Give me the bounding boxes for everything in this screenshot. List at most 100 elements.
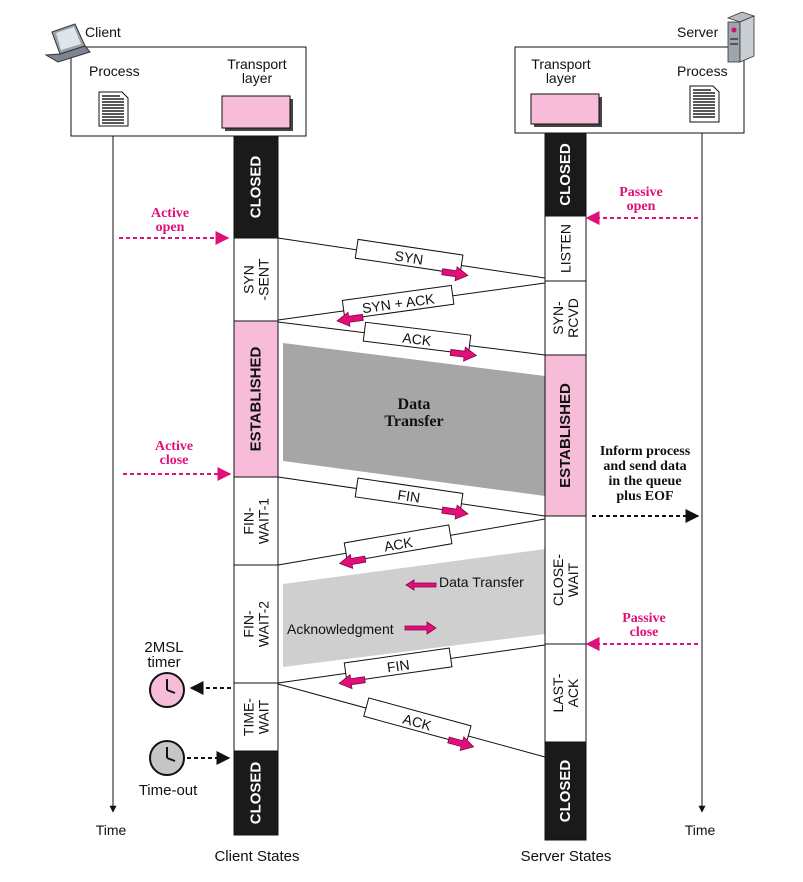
inform-line1: Inform process [600,444,691,459]
server-document-icon [689,85,720,123]
client-state-fin-wait-1: FIN- WAIT-1 [233,476,279,566]
half-data-transfer-label: Data Transfer [439,574,524,590]
server-state-last-ack-label: ACK [565,678,581,707]
segment-ack2: ACK [277,518,546,569]
segment-ack1-label: ACK [402,329,433,348]
segment-ack2-direction-icon [338,553,367,569]
client-state-syn-sent: SYN -SENT [233,237,279,322]
server-state-closed-top-label: CLOSED [557,143,574,206]
server-state-last-ack-label: LAST- [550,673,566,712]
server-tower-icon [726,11,756,63]
server-state-last-ack: LAST- ACK [544,643,587,743]
client-transport-box [221,95,291,129]
client-state-fin-wait-2-label: WAIT-2 [256,601,272,647]
server-state-syn-rcvd-label: RCVD [565,298,581,338]
server-state-syn-rcvd-label: SYN- [550,301,566,335]
server-state-closed-top: CLOSED [544,132,587,217]
inform-line4: plus EOF [616,489,673,504]
segment-exchange: SYN SYN + ACK ACK FIN ACK FIN ACK [277,237,546,758]
segment-ack3-direction-icon [447,736,475,751]
inform-line2: and send data [603,459,686,474]
segment-ack2-label: ACK [383,534,415,555]
data-transfer-label-line1: Data [398,396,431,413]
server-transport-label-line2: layer [546,70,577,86]
passive-open-line1: Passive [619,185,663,200]
server-state-closed-bottom-label: CLOSED [557,760,574,823]
active-close-line1: Active [155,439,193,454]
client-time-label: Time [96,822,127,838]
client-states-caption: Client States [214,848,299,865]
client-document-icon [98,91,129,127]
segment-ack3-label: ACK [401,711,434,734]
server-state-close-wait: CLOSE- WAIT [544,515,587,645]
segment-fin1: FIN [277,476,546,520]
client-state-closed-top: CLOSED [233,135,279,239]
server-transport-box [530,93,600,125]
data-transfer-label-line2: Transfer [384,413,443,430]
segment-fin2: FIN [277,644,546,690]
segment-fin1-direction-icon [441,504,469,520]
client-state-time-wait-label: WAIT [256,699,272,734]
client-state-syn-sent-label: SYN [241,265,257,294]
client-state-closed-top-label: CLOSED [248,156,265,219]
half-close-transfer-region [283,549,545,667]
segment-fin1-label: FIN [397,487,422,506]
segment-syn-direction-icon [441,266,469,282]
client-state-closed-bottom: CLOSED [233,750,279,836]
server-states-caption: Server States [521,848,612,865]
client-transport-label-line1: Transport [227,56,287,72]
segment-fin2-label: FIN [386,656,411,675]
client-state-fin-wait-2-label: FIN- [241,610,257,638]
acknowledgment-label: Acknowledgment [287,621,394,637]
client-state-established-label: ESTABLISHED [248,346,265,451]
active-open-line2: open [156,220,185,235]
segment-syn: SYN [277,237,546,282]
client-state-time-wait-label: TIME- [241,698,257,736]
server-state-close-wait-label: WAIT [565,562,581,597]
msl-timer-line1: 2MSL [144,639,183,656]
server-state-closed-bottom: CLOSED [544,741,587,841]
active-open-line1: Active [151,206,189,221]
server-state-established-label: ESTABLISHED [557,383,574,488]
client-state-fin-wait-1-label: FIN- [241,507,257,535]
server-transport-label-line1: Transport [531,56,591,72]
left-arrow-icon [405,579,437,591]
client-state-syn-sent-label: -SENT [256,258,272,300]
timeout-label: Time-out [139,782,198,799]
client-process-label: Process [89,63,140,79]
server-state-established: ESTABLISHED [544,354,587,517]
passive-open-line2: open [627,199,656,214]
segment-ack1-direction-icon [449,346,478,362]
client-state-fin-wait-2: FIN- WAIT-2 [233,564,279,684]
segment-syn_ack: SYN + ACK [277,282,546,327]
server-label: Server [677,24,719,40]
active-close-line2: close [160,453,189,468]
segment-syn_ack-direction-icon [336,311,364,327]
laptop-icon [44,23,91,63]
segment-ack3: ACK [277,683,546,758]
server-state-column: CLOSED LISTEN SYN- RCVD ESTABLISHED CLOSE- WAI… [544,132,587,841]
passive-close-line1: Passive [622,611,666,626]
client-state-fin-wait-1-label: WAIT-1 [256,498,272,544]
segment-syn-label: SYN [394,248,425,268]
data-transfer-region [283,343,545,496]
server-state-close-wait-label: CLOSE- [550,554,566,606]
right-arrow-icon [404,621,437,635]
client-state-established: ESTABLISHED [233,320,279,478]
server-state-syn-rcvd: SYN- RCVD [544,280,587,356]
segment-ack1: ACK [277,321,546,362]
client-state-time-wait: TIME- WAIT [233,682,279,752]
timeout-clock-icon [149,740,185,776]
client-transport-label-line2: layer [242,70,273,86]
server-process-label: Process [677,63,728,79]
server-state-listen-label: LISTEN [558,224,574,273]
msl-timer-line2: timer [147,654,180,671]
client-label: Client [85,24,121,40]
server-state-listen: LISTEN [544,215,587,282]
server-time-label: Time [685,822,716,838]
segment-fin2-direction-icon [338,674,366,690]
timer-clock-icon [149,672,185,708]
client-state-closed-bottom-label: CLOSED [248,762,265,825]
